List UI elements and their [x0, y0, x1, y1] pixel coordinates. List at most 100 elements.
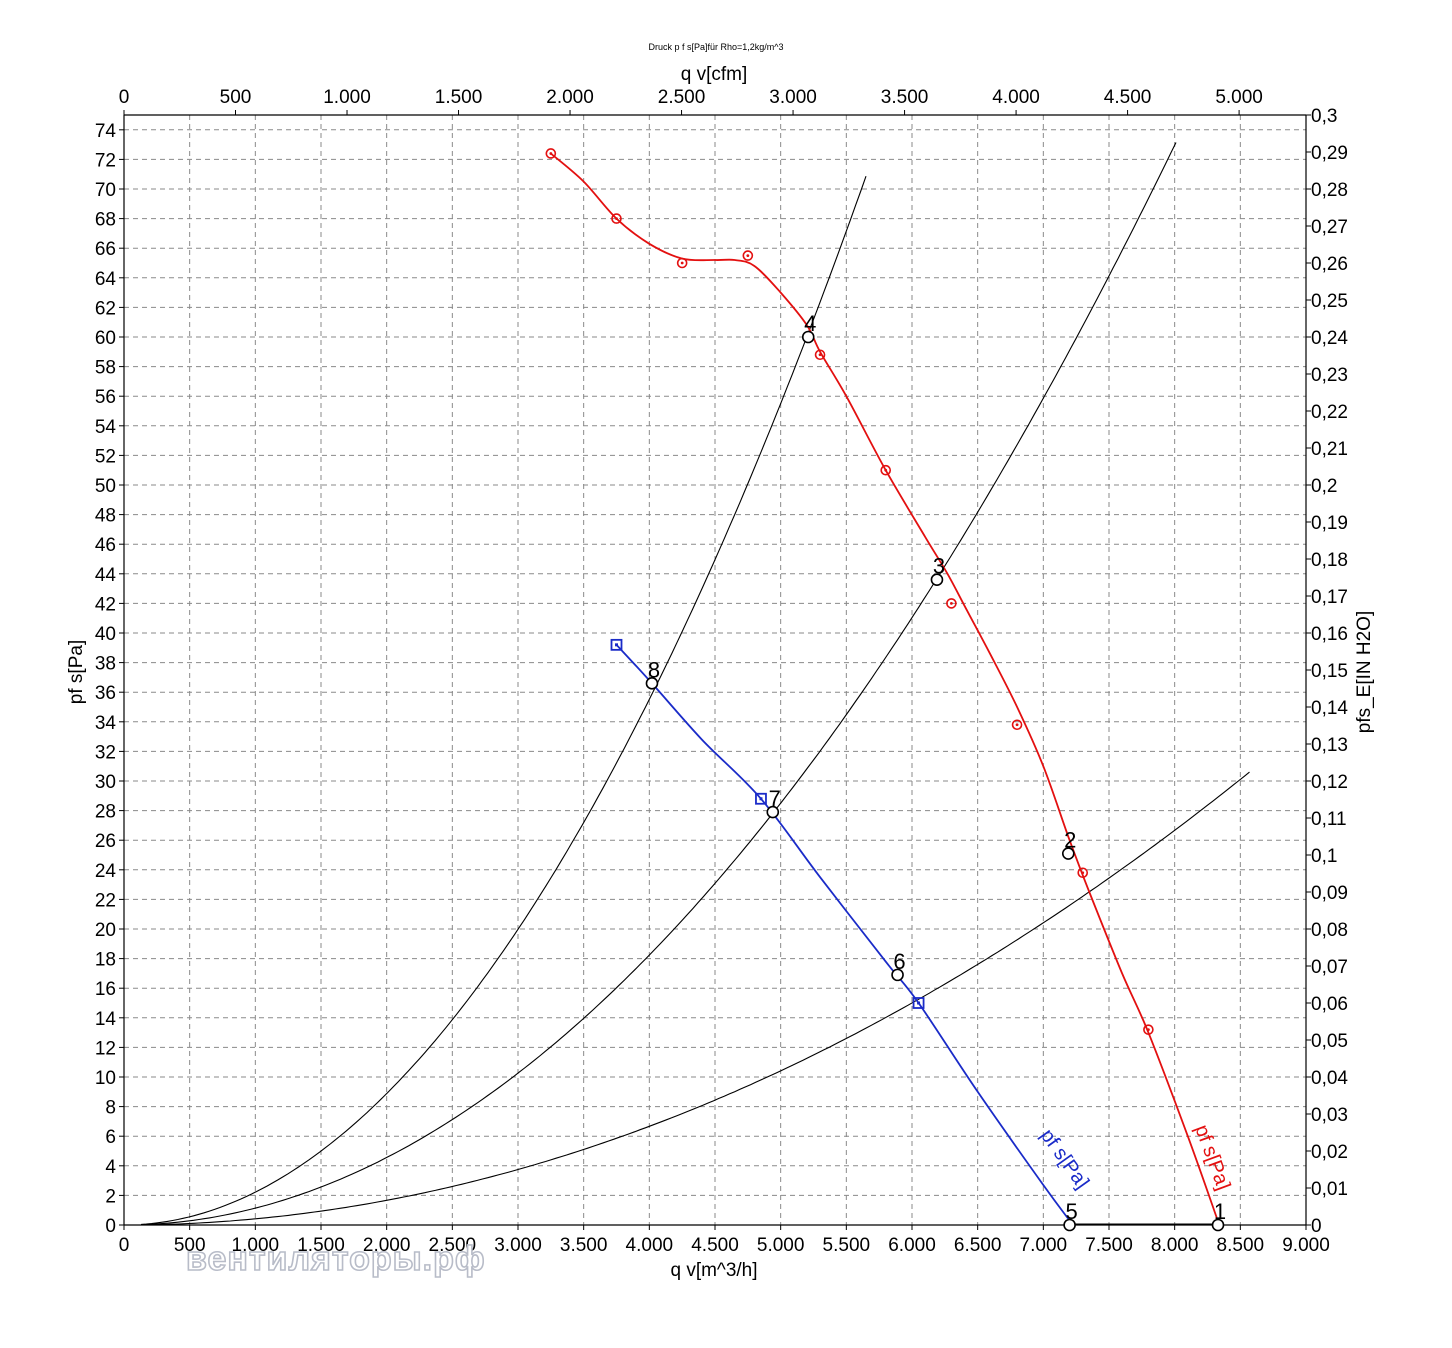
y-tick-label: 6	[105, 1127, 116, 1148]
circle-marker	[1011, 719, 1023, 731]
y-axis-label: pf s[Pa]	[66, 640, 87, 704]
y-tick-label: 24	[95, 861, 117, 882]
x-tick-label: 9.000	[1282, 1235, 1330, 1256]
circle-marker-center	[746, 254, 750, 257]
y2-tick-label: 0,07	[1311, 957, 1348, 978]
y-tick-label: 36	[95, 683, 116, 704]
circle-marker	[1143, 1024, 1154, 1035]
y-tick-label: 62	[95, 298, 116, 319]
x2-tick-label: 1.000	[323, 87, 371, 108]
y-tick-label: 74	[95, 121, 117, 142]
y2-tick-label: 0,13	[1311, 735, 1348, 756]
series-label: pf s[Pa]	[1190, 1122, 1234, 1193]
operating-point-label: 3	[933, 554, 945, 579]
y-tick-label: 42	[95, 594, 116, 615]
y-tick-label: 72	[95, 150, 116, 171]
series-line	[615, 644, 1071, 1222]
y-tick-label: 20	[95, 920, 116, 941]
right-axis-label: pfs_E[IN H2O]	[1354, 611, 1375, 734]
series-label: pf s[Pa]	[1036, 1125, 1093, 1193]
operating-point-label: 6	[893, 949, 905, 974]
grid-lines	[124, 115, 1306, 1225]
y-tick-label: 32	[95, 742, 116, 763]
system-curve	[141, 771, 1250, 1226]
x2-tick-label: 2.500	[658, 87, 706, 108]
y-tick-label: 58	[95, 358, 116, 379]
y-tick-label: 66	[95, 239, 116, 260]
system-curve	[141, 142, 1177, 1226]
x-axis-label: q v[m^3/h]	[670, 1260, 757, 1281]
y-tick-label: 18	[95, 950, 116, 971]
y2-tick-label: 0,14	[1311, 698, 1348, 719]
y-tick-label: 46	[95, 535, 116, 556]
x2-tick-label: 4.000	[992, 87, 1040, 108]
x2-tick-label: 4.500	[1104, 87, 1152, 108]
operating-point	[1211, 1218, 1225, 1232]
y2-tick-label: 0,18	[1311, 550, 1348, 571]
y2-tick-label: 0,01	[1311, 1179, 1348, 1200]
operating-point-label: 7	[769, 786, 781, 811]
operating-point-label: 1	[1214, 1199, 1226, 1224]
circle-marker	[611, 213, 622, 224]
y2-tick-label: 0,23	[1311, 365, 1348, 386]
y-tick-label: 0	[105, 1216, 116, 1237]
x2-tick-label: 2.000	[546, 87, 594, 108]
y2-tick-label: 0,28	[1311, 180, 1348, 201]
y2-tick-label: 0,03	[1311, 1105, 1348, 1126]
y2-tick-label: 0,04	[1311, 1068, 1348, 1089]
x-tick-label: 4.500	[691, 1235, 739, 1256]
y-tick-label: 44	[95, 565, 117, 586]
x2-tick-label: 3.500	[881, 87, 929, 108]
circle-marker-center	[615, 217, 618, 221]
y-tick-label: 30	[95, 772, 116, 793]
data-markers	[545, 148, 1154, 1035]
x-tick-label: 1.500	[297, 1235, 345, 1256]
x-tick-label: 3.500	[560, 1235, 608, 1256]
y2-tick-label: 0,22	[1311, 402, 1348, 423]
y2-tick-label: 0,21	[1311, 439, 1348, 460]
y-tick-label: 26	[95, 831, 116, 852]
y2-tick-label: 0,3	[1311, 106, 1337, 127]
operating-point	[801, 330, 815, 344]
operating-point	[891, 968, 904, 982]
x-tick-label: 1.000	[232, 1235, 280, 1256]
y2-tick-label: 0,11	[1311, 809, 1347, 830]
x-tick-label: 2.000	[363, 1235, 411, 1256]
x-tick-label: 6.000	[888, 1235, 936, 1256]
x-tick-label: 5.500	[823, 1235, 871, 1256]
y2-tick-label: 0,12	[1311, 772, 1348, 793]
y2-tick-label: 0,25	[1311, 291, 1348, 312]
x2-tick-label: 3.000	[769, 87, 817, 108]
circle-marker	[1077, 867, 1089, 879]
operating-point	[766, 805, 780, 819]
operating-point	[1063, 1218, 1076, 1232]
operating-points: 1 2 3 4 5 6 7 8	[645, 311, 1226, 1232]
y2-tick-label: 0,24	[1311, 328, 1348, 349]
x-tick-label: 2.500	[429, 1235, 477, 1256]
y2-tick-label: 0,06	[1311, 994, 1348, 1015]
x2-tick-label: 500	[220, 87, 252, 108]
x2-tick-label: 0	[119, 87, 130, 108]
top-axis-label: q v[cfm]	[681, 64, 748, 85]
y-tick-label: 16	[95, 979, 116, 1000]
circle-marker-center	[1147, 1028, 1150, 1032]
y2-tick-label: 0,19	[1311, 513, 1348, 534]
circle-marker-center	[549, 152, 553, 155]
y2-tick-label: 0,1	[1311, 846, 1337, 867]
x-tick-label: 8.500	[1217, 1235, 1265, 1256]
y-tick-label: 64	[95, 269, 117, 290]
square-marker	[912, 997, 925, 1009]
y-tick-label: 68	[95, 210, 116, 231]
circle-marker-center	[1015, 723, 1019, 727]
x-tick-label: 500	[174, 1235, 206, 1256]
operating-point	[1061, 847, 1075, 860]
y-tick-label: 22	[95, 890, 116, 911]
circle-marker	[545, 148, 557, 159]
circle-marker	[742, 250, 754, 261]
circle-marker	[814, 349, 826, 361]
square-marker-center	[615, 643, 618, 647]
circle-marker	[880, 464, 892, 476]
y-tick-label: 38	[95, 654, 116, 675]
circle-marker	[946, 598, 957, 609]
y2-tick-label: 0	[1311, 1216, 1322, 1237]
